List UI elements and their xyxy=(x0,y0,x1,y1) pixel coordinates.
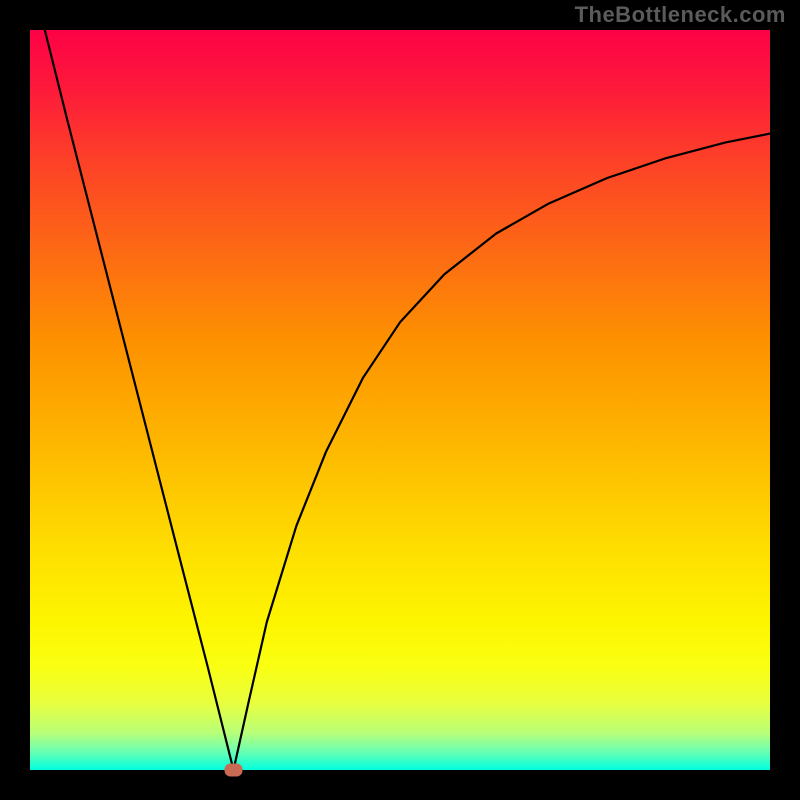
bottleneck-chart xyxy=(0,0,800,800)
minimum-marker xyxy=(225,764,243,777)
plot-background xyxy=(30,30,770,770)
watermark-text: TheBottleneck.com xyxy=(575,2,786,28)
